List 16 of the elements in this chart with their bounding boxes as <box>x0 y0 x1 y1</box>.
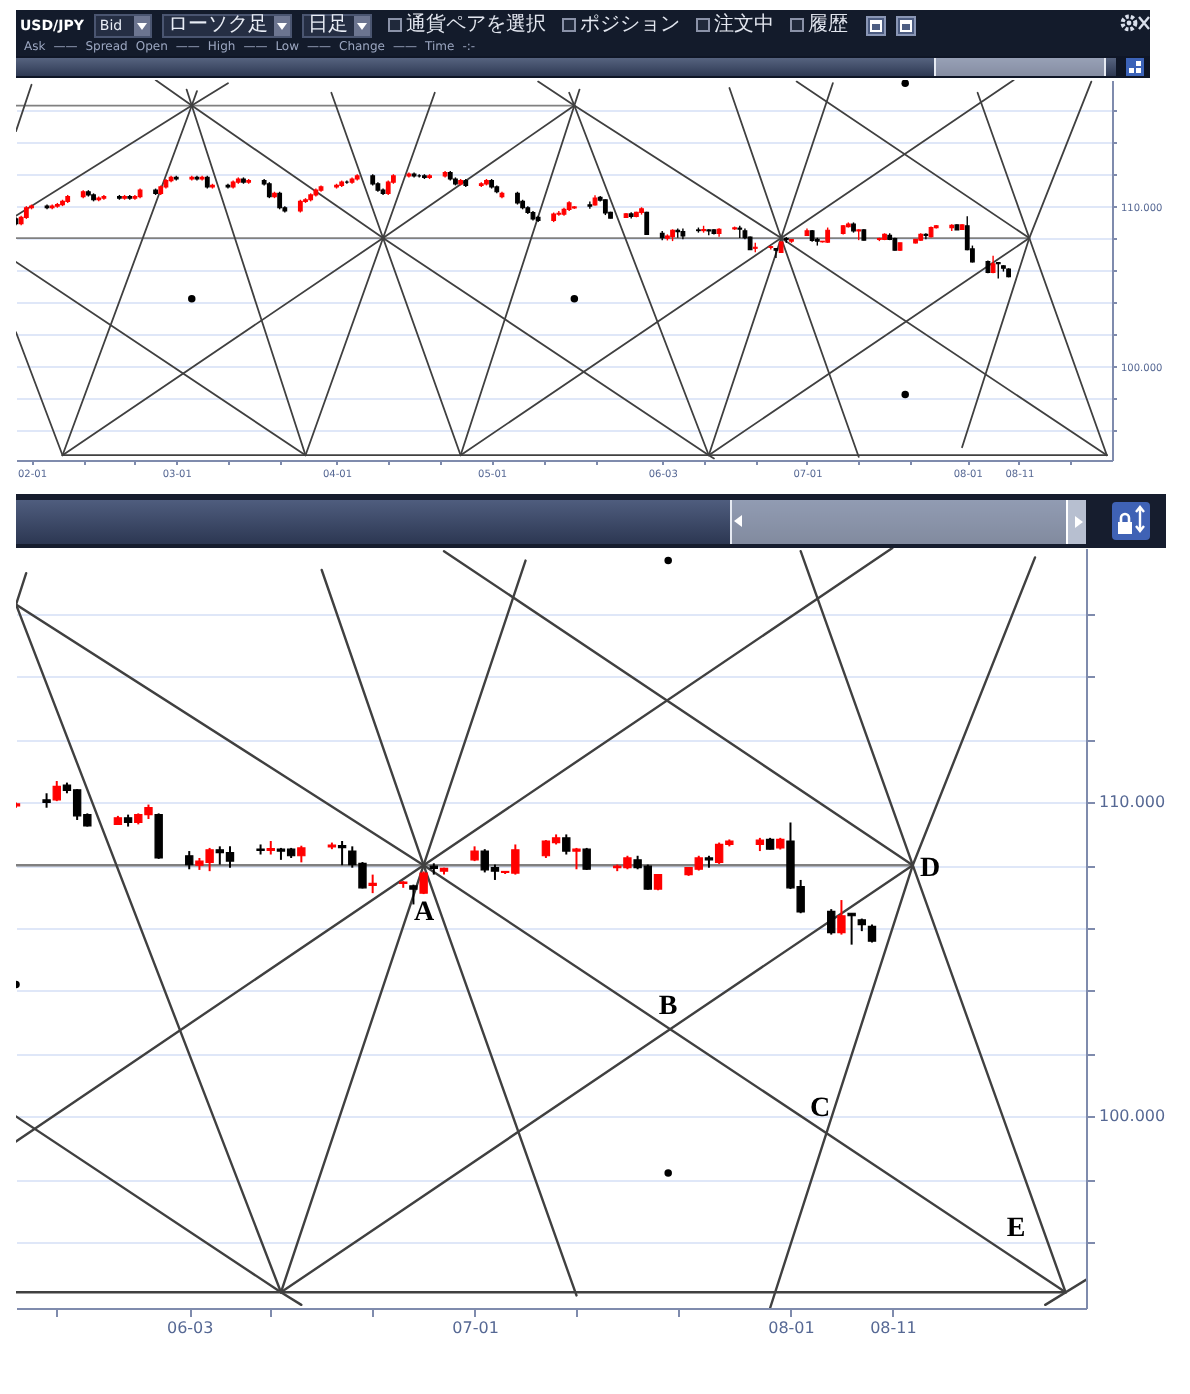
x-tick-label: 08-11 <box>870 1319 917 1337</box>
dropdown-field: ローソク足 <box>161 13 292 37</box>
y-tick-label: 110.000 <box>1099 793 1166 812</box>
annotation: A <box>413 898 435 928</box>
y-tick-label: 100.000 <box>1099 1107 1166 1126</box>
text: ポジション <box>579 13 680 37</box>
text: 履歴 <box>807 13 848 37</box>
text: 注文中 <box>713 13 774 37</box>
annotation: D <box>919 854 941 884</box>
annotation: E <box>1006 1214 1026 1244</box>
x-tick-label: 06-03 <box>166 1319 214 1337</box>
annotation: B <box>658 992 678 1022</box>
x-tick-label: 07-01 <box>452 1319 499 1337</box>
text: 通貨ペアを選択 <box>405 13 546 37</box>
x-tick-label: 08-01 <box>768 1319 815 1337</box>
annotation: C <box>809 1094 831 1124</box>
